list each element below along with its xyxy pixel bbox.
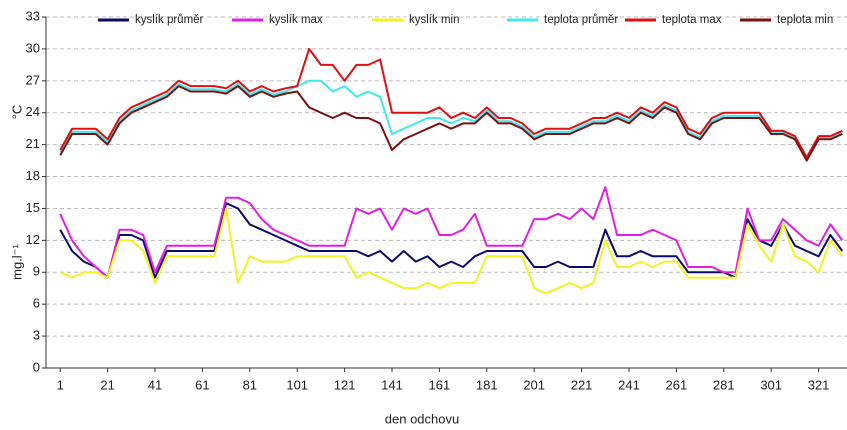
series-line (59, 47, 843, 159)
y-tick-label: 33 (26, 8, 40, 23)
x-tick-label: 41 (148, 377, 162, 392)
y-axis-label: mg.l⁻¹ (9, 243, 24, 279)
x-axis-label: den odchovu (385, 411, 459, 426)
x-tick-label: 1 (57, 377, 64, 392)
series-line (59, 79, 843, 160)
y-tick-label: 30 (26, 40, 40, 55)
x-tick-label: 301 (760, 377, 782, 392)
legend-label: teplota min (777, 14, 833, 26)
legend-label: kyslík průměr (135, 14, 204, 26)
x-tick-label: 101 (286, 377, 308, 392)
x-tick-label: 281 (713, 377, 735, 392)
x-tick-label: 221 (571, 377, 593, 392)
y-tick-label: 21 (26, 136, 40, 151)
y-axis-label: °C (9, 105, 24, 120)
x-tick-label: 241 (618, 377, 640, 392)
y-tick-label: 24 (26, 104, 40, 119)
series-line (59, 85, 843, 162)
y-tick-label: 0 (33, 359, 40, 374)
legend-label: kyslík max (269, 14, 323, 26)
series-line (59, 207, 844, 295)
y-tick-label: 3 (33, 328, 40, 343)
x-tick-label: 261 (666, 377, 688, 392)
y-tick-label: 9 (33, 264, 40, 279)
series-line (59, 186, 844, 279)
y-tick-label: 27 (26, 72, 40, 87)
x-tick-label: 61 (195, 377, 209, 392)
x-tick-label: 141 (381, 377, 403, 392)
x-tick-label: 321 (808, 377, 830, 392)
y-tick-label: 15 (26, 200, 40, 215)
x-tick-label: 161 (429, 377, 451, 392)
y-tick-label: 6 (33, 296, 40, 311)
x-tick-label: 201 (523, 377, 545, 392)
legend-label: kyslík min (409, 14, 459, 26)
x-tick-label: 21 (100, 377, 114, 392)
x-tick-label: 81 (243, 377, 257, 392)
series-line (59, 202, 844, 279)
x-tick-label: 121 (334, 377, 356, 392)
legend-label: teplota průměr (544, 14, 618, 26)
y-tick-label: 12 (26, 232, 40, 247)
x-tick-label: 181 (476, 377, 498, 392)
y-tick-label: 18 (26, 168, 40, 183)
legend-label: teplota max (662, 14, 722, 26)
